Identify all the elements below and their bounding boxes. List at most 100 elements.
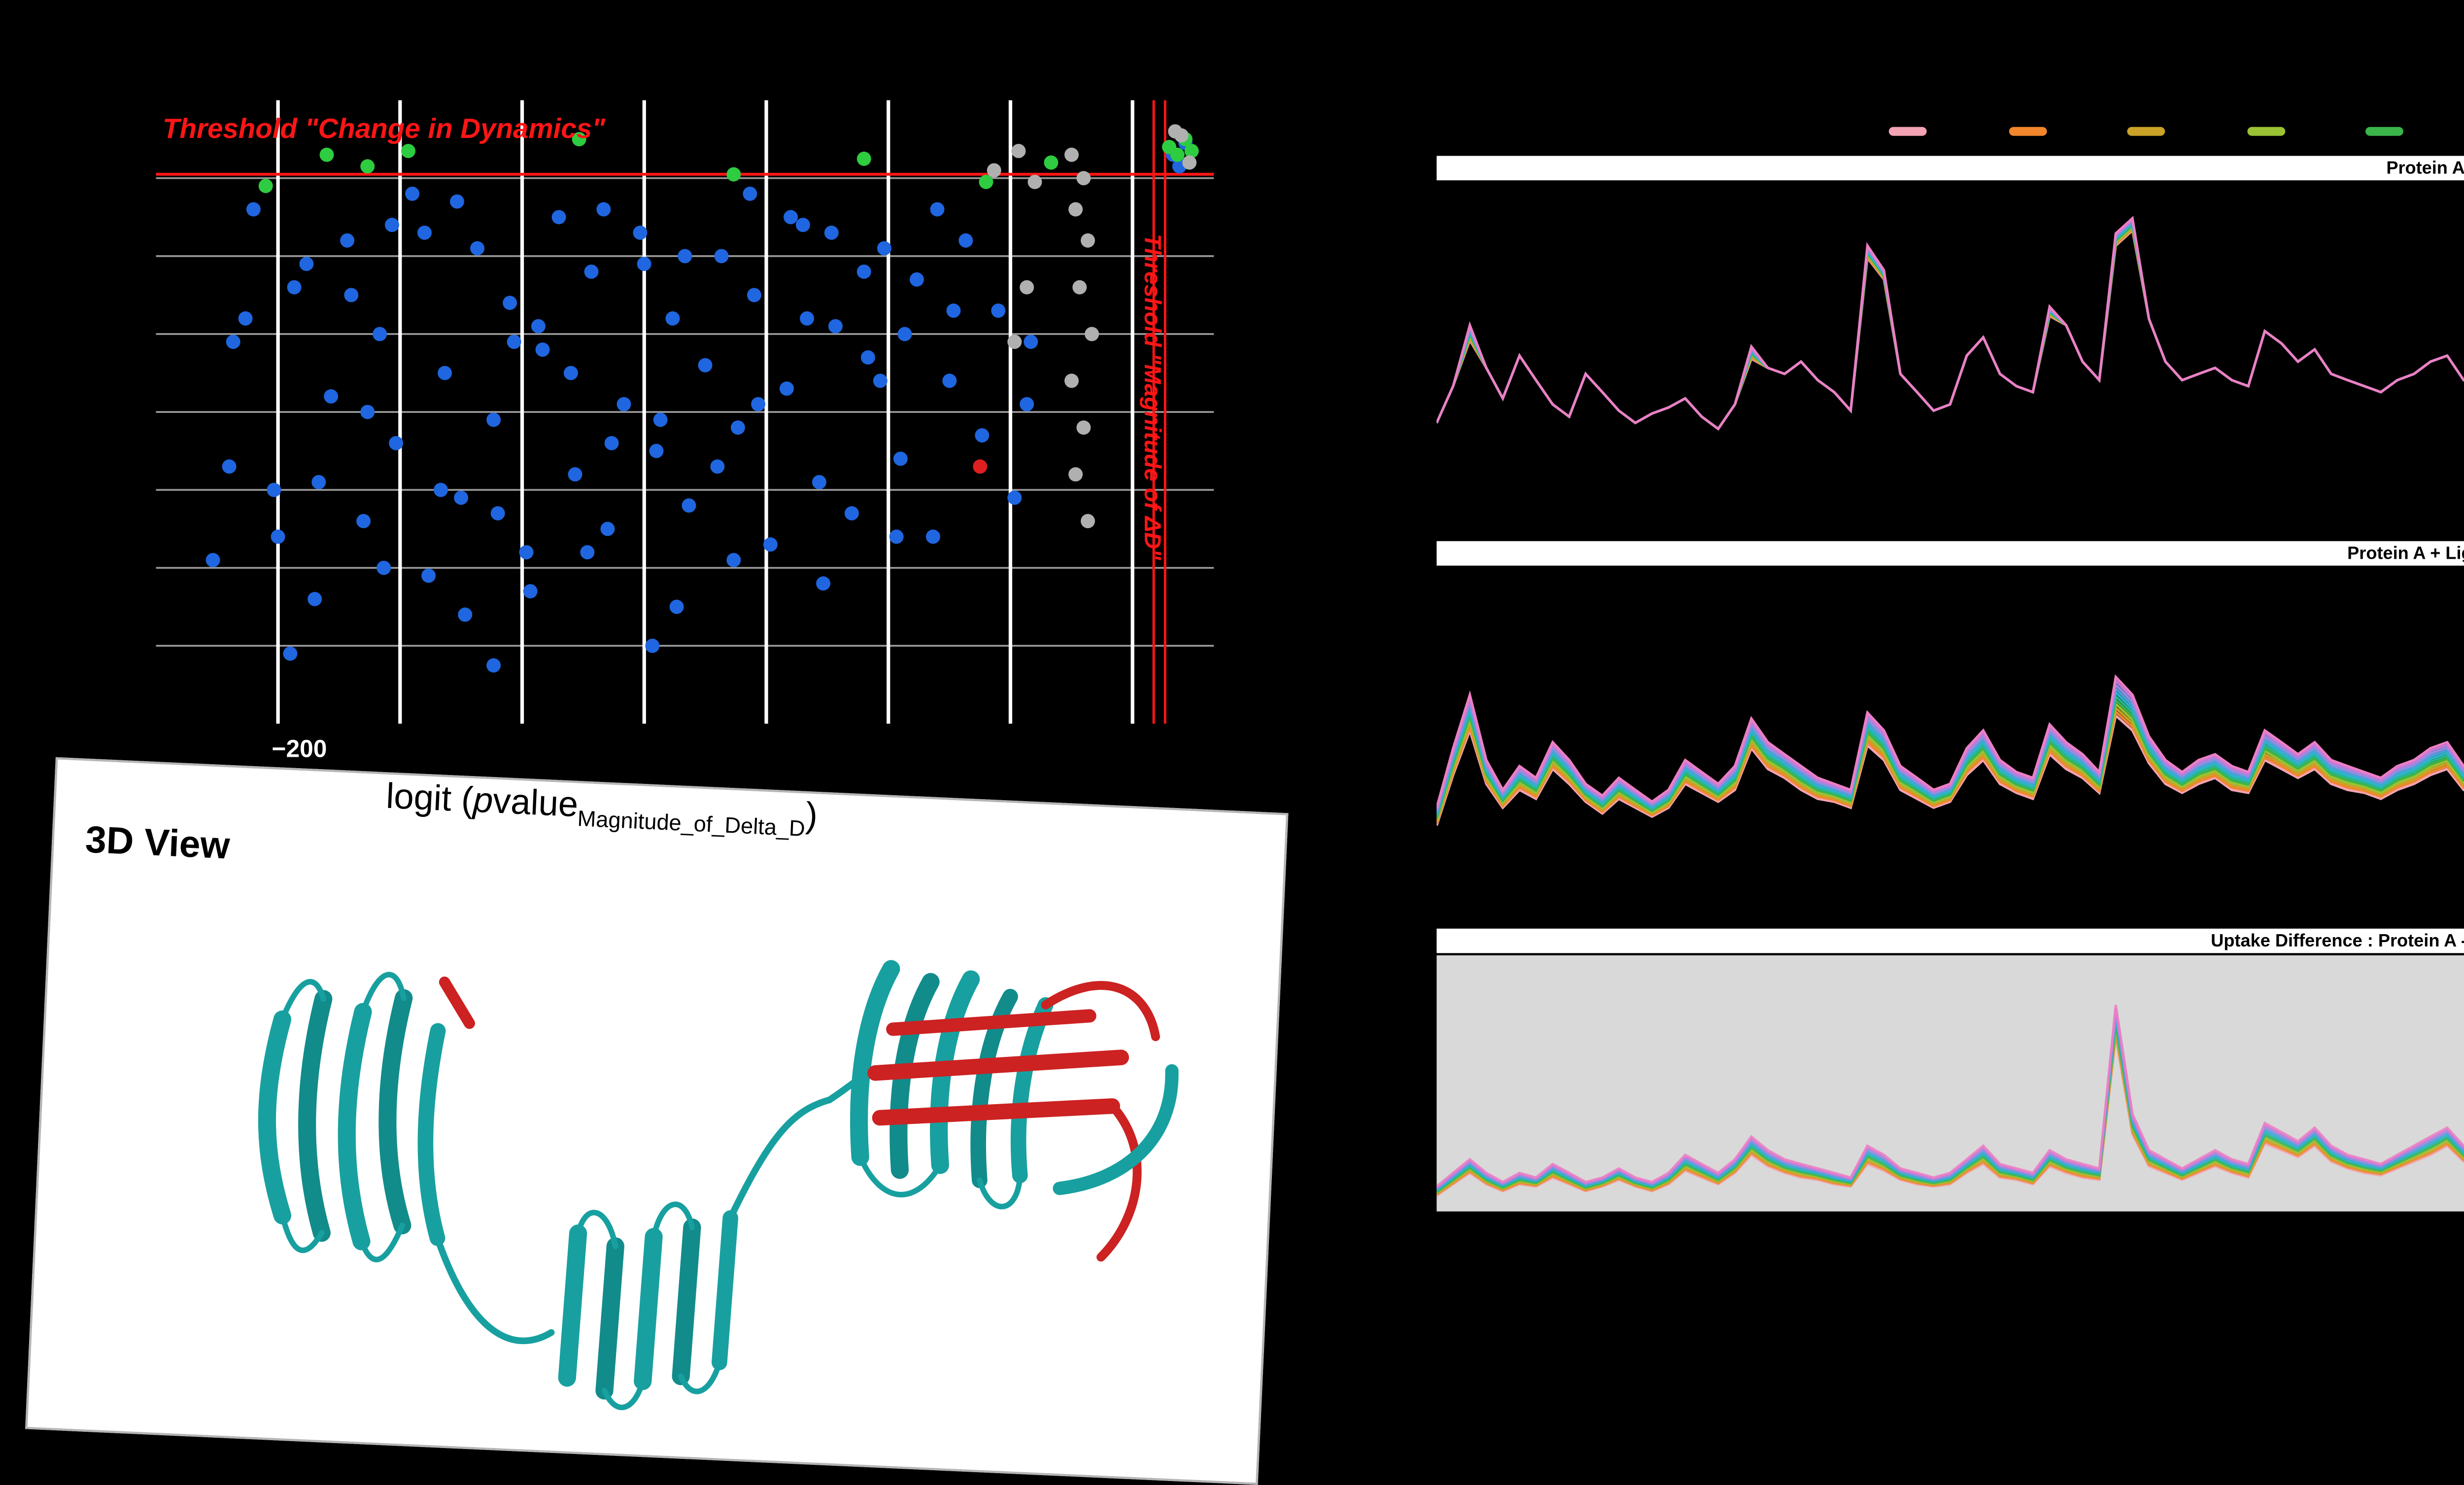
scatter-point-not-significant[interactable]	[942, 373, 957, 388]
protein-ribbon-graphic[interactable]	[92, 878, 1272, 1442]
scatter-point-not-significant[interactable]	[975, 428, 990, 443]
volcano-plot[interactable]: Threshold "Change in Dynamics" Threshold…	[156, 100, 1214, 764]
scatter-point-not-significant[interactable]	[649, 443, 664, 458]
scatter-point-significant-change-in-dynamics[interactable]	[319, 147, 334, 162]
scatter-point-not-significant[interactable]	[434, 482, 448, 497]
scatter-point-not-significant[interactable]	[930, 202, 945, 217]
legend-dash-series-3[interactable]	[2127, 127, 2166, 136]
scatter-point-filtered[interactable]	[1081, 233, 1095, 248]
scatter-point-filtered[interactable]	[1182, 155, 1197, 170]
scatter-point-not-significant[interactable]	[800, 311, 814, 326]
scatter-point-not-significant[interactable]	[991, 304, 1006, 318]
scatter-point-not-significant[interactable]	[389, 436, 404, 450]
scatter-point-filtered[interactable]	[1064, 373, 1079, 388]
scatter-point-not-significant[interactable]	[531, 319, 546, 334]
scatter-point-not-significant[interactable]	[584, 264, 599, 279]
scatter-point-significant-change-in-dynamics[interactable]	[726, 167, 741, 182]
scatter-point-not-significant[interactable]	[486, 658, 501, 673]
scatter-point-not-significant[interactable]	[324, 389, 339, 404]
scatter-point-not-significant[interactable]	[698, 358, 713, 372]
scatter-point-not-significant[interactable]	[726, 553, 741, 568]
scatter-point-not-significant[interactable]	[503, 296, 517, 310]
scatter-point-not-significant[interactable]	[405, 186, 420, 201]
scatter-point-not-significant[interactable]	[438, 366, 452, 380]
scatter-point-not-significant[interactable]	[568, 467, 582, 482]
scatter-point-not-significant[interactable]	[356, 514, 371, 529]
legend-dash-series-4[interactable]	[2247, 127, 2285, 136]
scatter-point-not-significant[interactable]	[824, 225, 839, 240]
scatter-point-significant-change-in-dynamics[interactable]	[1184, 143, 1199, 158]
scatter-point-filtered[interactable]	[1027, 174, 1042, 189]
scatter-point-filtered[interactable]	[1064, 147, 1079, 162]
scatter-point-not-significant[interactable]	[637, 257, 651, 271]
scatter-point-not-significant[interactable]	[616, 397, 631, 411]
scatter-point-significant-change-in-dynamics[interactable]	[1170, 147, 1185, 162]
scatter-point-not-significant[interactable]	[653, 412, 668, 427]
scatter-point-not-significant[interactable]	[226, 335, 240, 349]
legend-dash-series-2[interactable]	[2008, 127, 2046, 136]
scatter-point-not-significant[interactable]	[486, 412, 501, 427]
scatter-point-not-significant[interactable]	[909, 272, 924, 287]
scatter-point-not-significant[interactable]	[893, 451, 908, 466]
scatter-point-not-significant[interactable]	[417, 225, 432, 240]
scatter-point-not-significant[interactable]	[490, 506, 505, 521]
scatter-point-not-significant[interactable]	[925, 529, 940, 544]
scatter-point-not-significant[interactable]	[779, 381, 794, 396]
scatter-point-not-significant[interactable]	[1020, 397, 1034, 411]
scatter-point-not-significant[interactable]	[1007, 490, 1022, 505]
scatter-point-not-significant[interactable]	[743, 186, 757, 201]
scatter-point-not-significant[interactable]	[682, 498, 696, 513]
scatter-point-not-significant[interactable]	[730, 420, 745, 435]
scatter-point-significant-change-in-dynamics[interactable]	[401, 143, 415, 158]
scatter-point-not-significant[interactable]	[267, 482, 281, 497]
scatter-point-not-significant[interactable]	[507, 335, 521, 349]
scatter-point-not-significant[interactable]	[287, 280, 302, 295]
scatter-point-not-significant[interactable]	[897, 327, 912, 341]
legend-dash-series-5[interactable]	[2366, 127, 2404, 136]
scatter-point-not-significant[interactable]	[856, 264, 871, 279]
scatter-point-not-significant[interactable]	[563, 366, 578, 380]
scatter-point-not-significant[interactable]	[535, 342, 550, 357]
scatter-point-not-significant[interactable]	[344, 288, 359, 303]
scatter-point-not-significant[interactable]	[751, 397, 766, 411]
scatter-point-not-significant[interactable]	[816, 576, 830, 591]
scatter-point-not-significant[interactable]	[205, 553, 220, 568]
scatter-point-not-significant[interactable]	[238, 311, 253, 326]
scatter-point-not-significant[interactable]	[222, 459, 237, 474]
scatter-point-not-significant[interactable]	[470, 241, 485, 256]
scatter-point-significant-change-in-dynamics[interactable]	[572, 132, 586, 146]
scatter-point-significant-change-in-dynamics[interactable]	[1044, 155, 1059, 170]
scatter-point-filtered[interactable]	[1007, 335, 1022, 349]
scatter-point-filtered[interactable]	[1085, 327, 1099, 341]
scatter-point-not-significant[interactable]	[844, 506, 859, 521]
scatter-point-not-significant[interactable]	[385, 218, 399, 232]
scatter-point-filtered[interactable]	[1076, 171, 1091, 186]
scatter-point-not-significant[interactable]	[784, 210, 798, 225]
scatter-point-not-significant[interactable]	[458, 608, 473, 622]
uptake-difference-chart[interactable]	[1437, 953, 2464, 1214]
scatter-point-not-significant[interactable]	[828, 319, 843, 334]
scatter-point-not-significant[interactable]	[860, 350, 875, 365]
scatter-point-filtered[interactable]	[1168, 124, 1183, 139]
scatter-point-not-significant[interactable]	[812, 475, 826, 490]
scatter-point-not-significant[interactable]	[946, 304, 961, 318]
scatter-point-not-significant[interactable]	[376, 561, 391, 575]
scatter-point-not-significant[interactable]	[1024, 335, 1038, 349]
scatter-point-not-significant[interactable]	[449, 194, 464, 209]
volcano-scatter-canvas[interactable]	[156, 100, 1214, 724]
scatter-point-not-significant[interactable]	[360, 405, 375, 419]
uptake-chart-protein-a-ligand[interactable]	[1437, 566, 2464, 900]
scatter-point-not-significant[interactable]	[747, 288, 761, 303]
scatter-point-not-significant[interactable]	[271, 529, 285, 544]
legend-dash-series-1[interactable]	[1888, 127, 1927, 136]
scatter-point-filtered[interactable]	[1011, 143, 1026, 158]
scatter-point-not-significant[interactable]	[600, 521, 615, 536]
scatter-point-filtered[interactable]	[1068, 202, 1083, 217]
scatter-point-not-significant[interactable]	[308, 592, 322, 607]
scatter-point-not-significant[interactable]	[633, 225, 648, 240]
scatter-point-significant-change-in-dynamics[interactable]	[979, 174, 993, 189]
scatter-point-filtered[interactable]	[1072, 280, 1087, 295]
scatter-point-not-significant[interactable]	[519, 545, 534, 560]
scatter-point-not-significant[interactable]	[877, 241, 891, 256]
scatter-point-filtered[interactable]	[1076, 420, 1091, 435]
